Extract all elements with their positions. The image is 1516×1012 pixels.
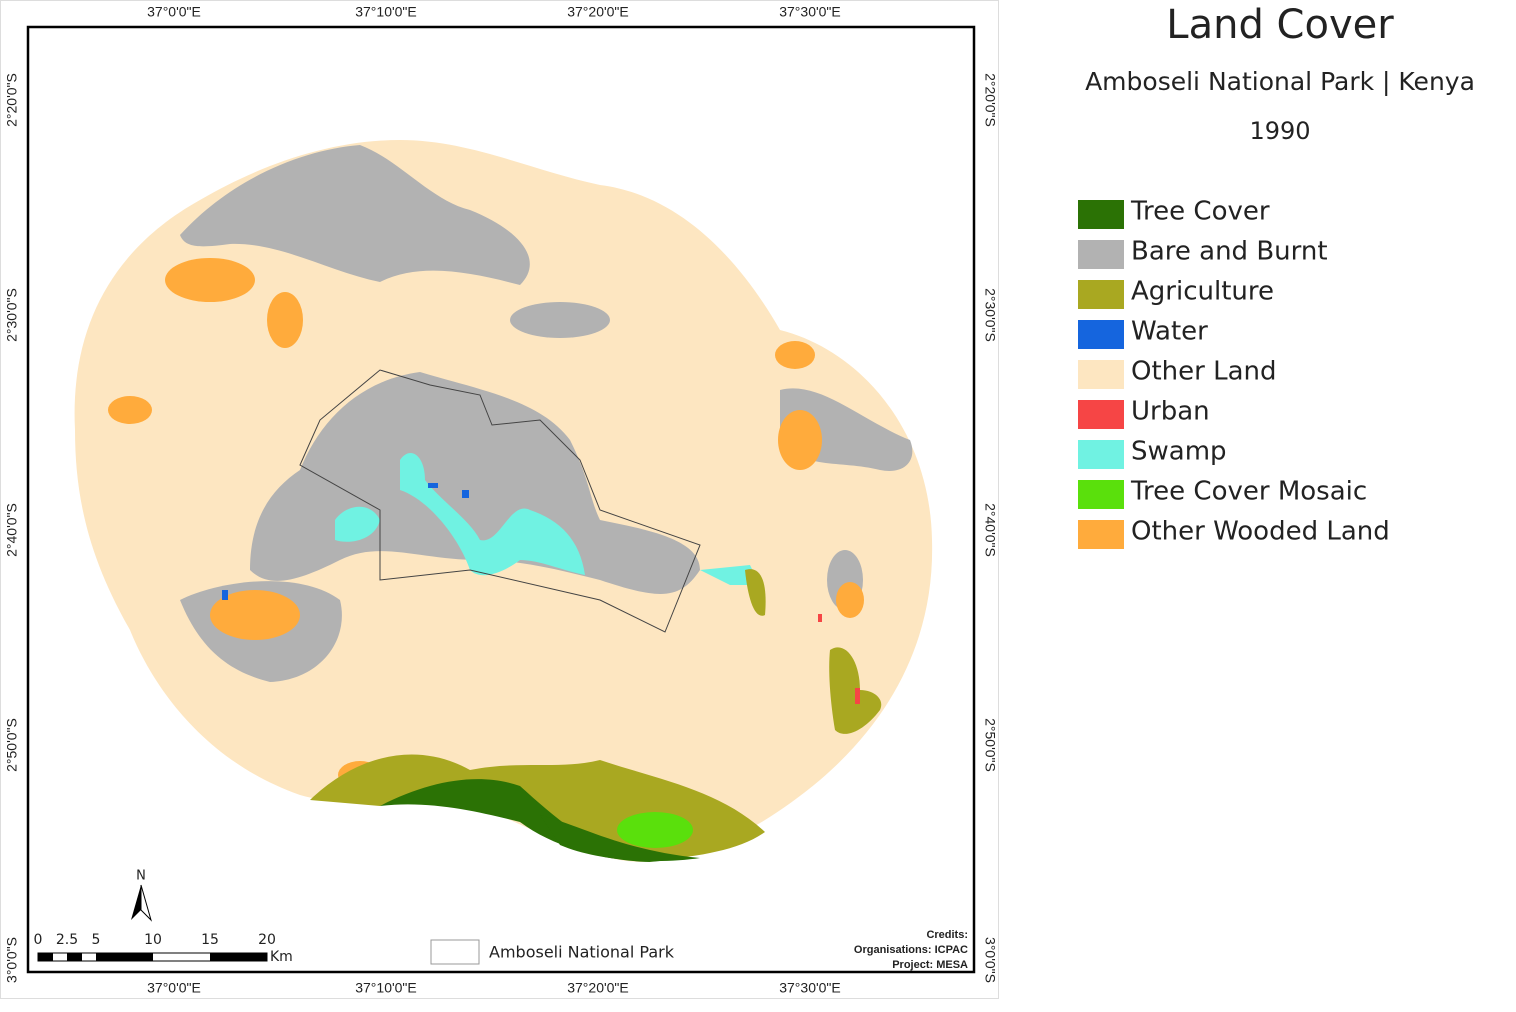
longitude-label: 37°0'0"E [147, 980, 201, 996]
other-wooded [836, 582, 864, 618]
longitude-label: 37°30'0"E [779, 980, 841, 996]
bare-burnt [510, 302, 610, 338]
other-wooded [108, 396, 152, 424]
other-wooded [775, 341, 815, 369]
latitude-label: 2°50'0"S [4, 718, 20, 772]
longitude-label: 37°10'0"E [355, 4, 417, 20]
scale-tick-label: 20 [258, 932, 276, 948]
longitude-label: 37°10'0"E [355, 980, 417, 996]
legend-label: Agriculture [1131, 277, 1274, 307]
park-legend-label: Amboseli National Park [489, 943, 675, 962]
scale-segment [210, 953, 267, 961]
legend-swatch [1078, 480, 1124, 509]
other-wooded [267, 292, 303, 348]
scale-segment [38, 953, 53, 961]
longitude-label: 37°30'0"E [779, 4, 841, 20]
subtitle: Amboseli National Park | Kenya [1085, 67, 1475, 96]
water [428, 483, 438, 488]
latitude-label: 2°40'0"S [4, 503, 20, 557]
agriculture [745, 569, 766, 616]
legend-label: Other Land [1131, 357, 1277, 387]
credits-line: Organisations: ICPAC [854, 944, 968, 956]
legend-swatch [1078, 440, 1124, 469]
tree-cover [540, 815, 700, 862]
scale-tick-label: 10 [144, 932, 162, 948]
scale-segment [96, 953, 153, 961]
credits-line: Project: MESA [892, 959, 968, 971]
latitude-label: 2°20'0"S [4, 73, 20, 127]
urban [818, 614, 822, 622]
scale-tick-label: 0 [34, 932, 43, 948]
other-wooded [210, 590, 300, 640]
park-legend-swatch [430, 939, 480, 965]
water [222, 590, 228, 600]
legend-label: Urban [1131, 397, 1210, 427]
longitude-label: 37°20'0"E [567, 4, 629, 20]
title: Land Cover [1166, 2, 1394, 48]
latitude-label: 2°50'0"S [982, 718, 998, 772]
swamp [335, 506, 380, 542]
scale-unit: Km [270, 949, 293, 965]
legend-label: Other Wooded Land [1131, 517, 1390, 547]
park-boundary [299, 369, 701, 633]
longitude-label: 37°20'0"E [567, 980, 629, 996]
scale-segment [67, 953, 82, 961]
scale-bar: Km 0 2.5 5 10 15 20 [34, 932, 293, 965]
other-wooded [165, 258, 255, 302]
north-arrow: N [131, 869, 153, 922]
legend-swatch [1078, 280, 1124, 309]
legend-label: Swamp [1131, 437, 1227, 467]
scale-tick-label: 5 [92, 932, 101, 948]
legend-swatch [1078, 320, 1124, 349]
map [74, 140, 933, 863]
legend-swatch [1078, 240, 1124, 269]
legend-label: Tree Cover [1130, 197, 1270, 227]
map-frame [26, 25, 976, 974]
latitude-label: 3°0'0"S [982, 937, 998, 983]
north-label: N [136, 869, 146, 884]
latitude-label: 2°20'0"S [982, 73, 998, 127]
latitude-label: 2°30'0"S [4, 288, 20, 342]
water [462, 490, 469, 498]
credits-line: Credits: [926, 929, 968, 941]
legend-swatch [1078, 360, 1124, 389]
longitude-label: 37°0'0"E [147, 4, 201, 20]
legend-label: Tree Cover Mosaic [1130, 477, 1367, 507]
arrow-half [131, 885, 141, 920]
legend-label: Water [1131, 317, 1208, 347]
scale-tick-label: 15 [201, 932, 219, 948]
latitude-label: 3°0'0"S [4, 937, 20, 983]
legend-swatch [1078, 520, 1124, 549]
year: 1990 [1249, 117, 1310, 145]
latitude-label: 2°30'0"S [982, 288, 998, 342]
scale-tick-label: 2.5 [56, 932, 78, 948]
legend-swatch [1078, 200, 1124, 229]
other-wooded [778, 410, 822, 470]
tree-cover-mosaic [617, 812, 693, 848]
arrow-half [140, 884, 153, 922]
latitude-label: 2°40'0"S [982, 503, 998, 557]
bare-burnt [180, 145, 530, 285]
legend-label: Bare and Burnt [1131, 237, 1328, 267]
swamp [400, 452, 585, 576]
urban [855, 688, 860, 704]
legend-swatch [1078, 400, 1124, 429]
